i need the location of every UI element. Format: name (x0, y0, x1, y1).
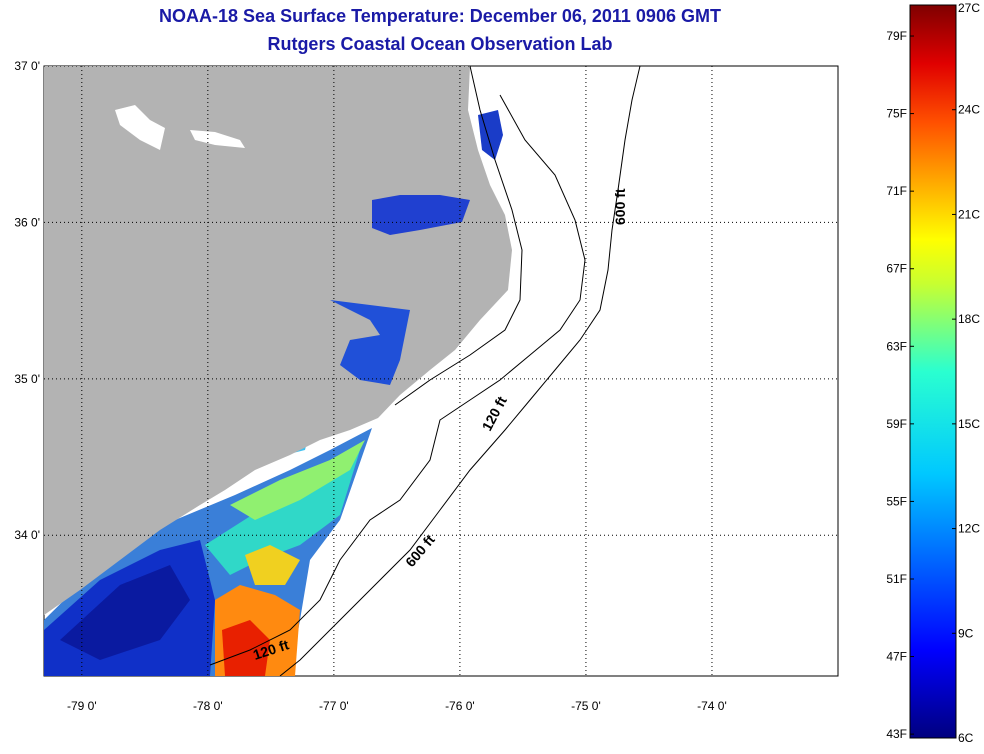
colorbar-c-label: 27C (958, 1, 980, 15)
longitude-label: -78 0' (193, 699, 223, 713)
page-subtitle: Rutgers Coastal Ocean Observation Lab (267, 34, 613, 54)
albemarle-sound (372, 195, 470, 235)
longitude-label: -76 0' (445, 699, 475, 713)
colorbar-c-label: 9C (958, 626, 974, 640)
colorbar-f-label: 67F (886, 262, 907, 276)
colorbar (909, 4, 957, 739)
colorbar-c-label: 6C (958, 731, 974, 745)
colorbar-c-label: 18C (958, 312, 980, 326)
longitude-labels: -79 0' -78 0' -77 0' -76 0' -75 0' -74 0' (67, 699, 727, 713)
colorbar-c-label: 24C (958, 103, 980, 117)
longitude-label: -74 0' (697, 699, 727, 713)
colorbar-f-label: 55F (886, 494, 907, 508)
latitude-label: 36 0' (14, 215, 40, 229)
colorbar-c-label: 15C (958, 417, 980, 431)
latitude-label: 37 0' (14, 59, 40, 73)
colorbar-f-label: 63F (886, 339, 907, 353)
longitude-label: -77 0' (319, 699, 349, 713)
colorbar-celsius-labels: 27C 24C 21C 18C 15C 12C 9C 6C (952, 1, 980, 745)
lake (190, 130, 245, 148)
contour-600ft (279, 66, 641, 676)
contour-label: 600 ft (612, 188, 628, 225)
colorbar-f-label: 79F (886, 29, 907, 43)
colorbar-f-label: 51F (886, 572, 907, 586)
colorbar-f-label: 71F (886, 184, 907, 198)
colorbar-f-label: 75F (886, 107, 907, 121)
contour-120ft (209, 94, 586, 666)
colorbar-f-label: 47F (886, 650, 907, 664)
colorbar-c-label: 12C (958, 522, 980, 536)
latitude-label: 34 0' (14, 528, 40, 542)
sst-swath (44, 428, 372, 676)
graticule (44, 65, 838, 676)
colorbar-f-label: 43F (886, 727, 907, 741)
pamlico-river (330, 300, 410, 385)
page-title: NOAA-18 Sea Surface Temperature: Decembe… (159, 6, 721, 26)
longitude-label: -79 0' (67, 699, 97, 713)
lake (115, 105, 165, 150)
colorbar-fahrenheit-labels: 79F 75F 71F 67F 63F 59F 55F 51F 47F 43F (886, 29, 914, 741)
colorbar-f-label: 59F (886, 417, 907, 431)
latitude-label: 35 0' (14, 372, 40, 386)
longitude-label: -75 0' (571, 699, 601, 713)
colorbar-c-label: 21C (958, 207, 980, 221)
latitude-labels: 37 0' 36 0' 35 0' 34 0' (14, 59, 40, 542)
